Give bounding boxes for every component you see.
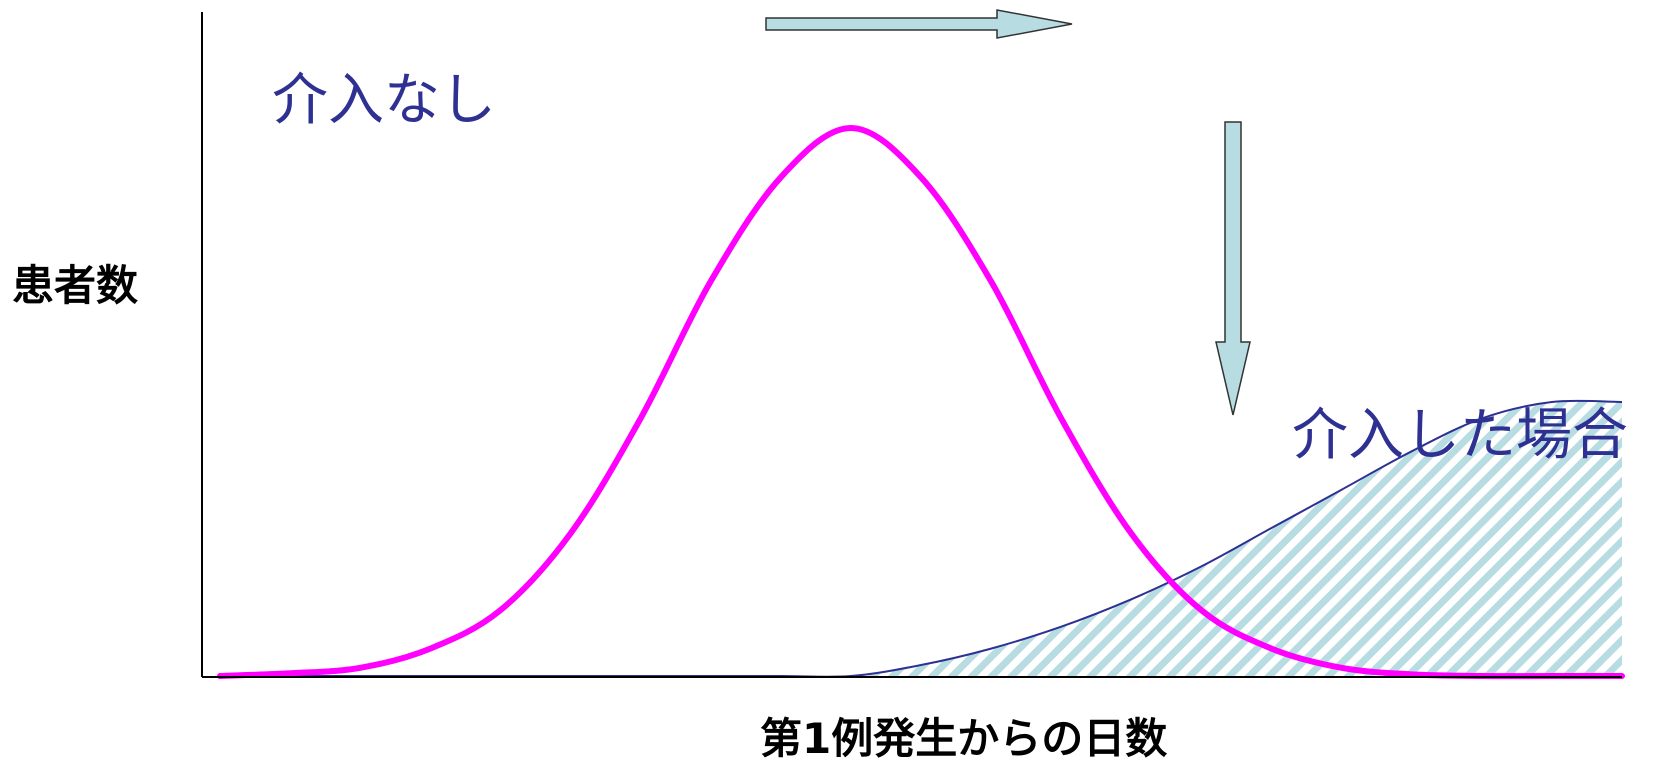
series-line-no-intervention xyxy=(217,124,1625,680)
right-arrow xyxy=(765,9,1073,39)
down-arrow xyxy=(1215,121,1251,416)
annotation-with-intervention: 介入した場合 xyxy=(1292,403,1628,468)
annotation-no-intervention: 介入なし xyxy=(272,68,496,133)
x-axis-label: 第1例発生からの日数 xyxy=(760,714,1168,763)
series-area-fill xyxy=(220,400,1622,677)
y-axis-label: 患者数 xyxy=(12,261,139,310)
